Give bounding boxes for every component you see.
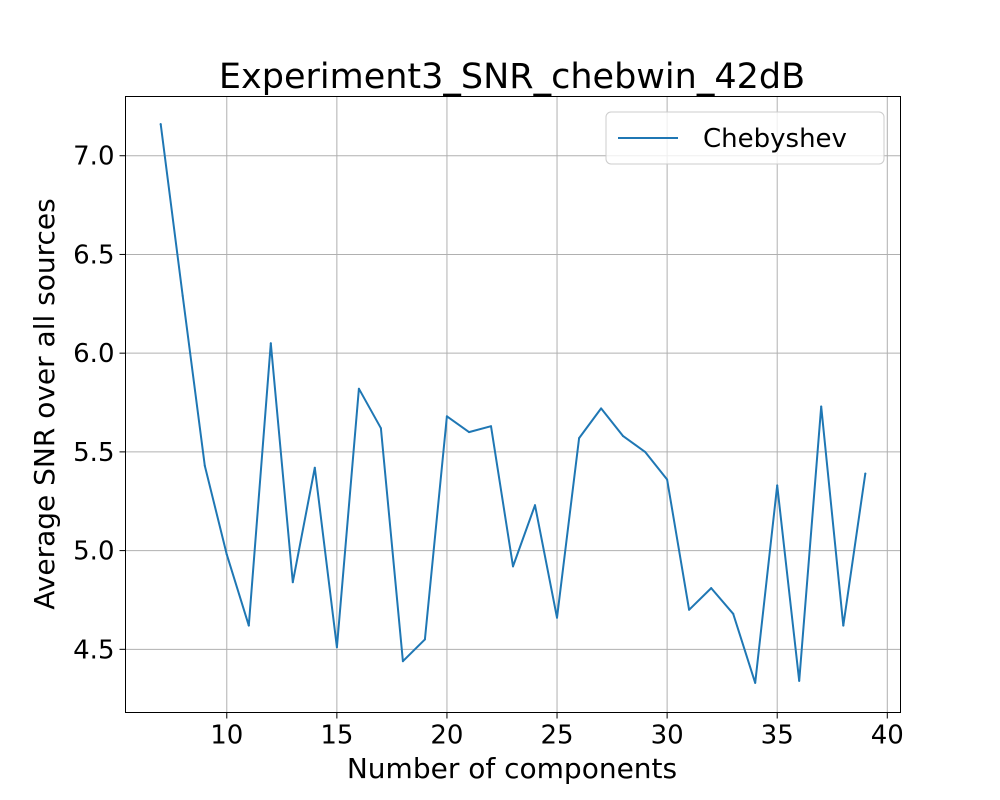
grid-lines [125, 96, 901, 713]
data-point [864, 472, 867, 475]
data-point [357, 387, 360, 390]
plot-frame [125, 96, 901, 713]
data-point [490, 425, 492, 428]
x-tick-label: 20 [430, 721, 463, 751]
data-point [203, 464, 206, 467]
data-point [688, 608, 691, 611]
x-tick-label: 30 [651, 721, 684, 751]
legend: Chebyshev [605, 111, 885, 165]
x-axis-label: Number of components [347, 752, 677, 785]
data-point [159, 123, 162, 126]
data-point [622, 435, 625, 438]
chart-title: Experiment3_SNR_chebwin_42dB [219, 57, 805, 97]
data-point [776, 484, 779, 487]
data-point [335, 646, 338, 649]
data-point [710, 587, 713, 590]
data-point [534, 504, 536, 507]
x-tick-label: 10 [210, 721, 243, 751]
y-tick-label: 6.0 [73, 339, 114, 369]
data-point [578, 437, 581, 440]
data-point [445, 415, 448, 418]
data-point [512, 565, 514, 568]
data-point [401, 660, 404, 663]
data-point [291, 581, 294, 584]
data-point [556, 616, 558, 619]
data-point [842, 624, 845, 627]
data-point [644, 450, 647, 453]
y-tick-label: 4.5 [73, 635, 114, 665]
y-tick-label: 5.5 [73, 438, 114, 468]
y-tick-label: 7.0 [73, 142, 114, 172]
data-point [313, 466, 316, 469]
data-point [468, 431, 470, 434]
data-point [379, 427, 382, 430]
series-line-chebyshev [159, 123, 867, 684]
data-point [600, 407, 603, 410]
x-tick-label: 25 [540, 721, 573, 751]
data-point [666, 478, 669, 481]
data-point [798, 679, 801, 682]
series-layer [159, 123, 867, 684]
y-axis: 4.5 5.0 5.5 6.0 6.5 7.0 [73, 142, 126, 665]
y-axis-label: Average SNR over all sources [28, 198, 61, 609]
data-point [820, 405, 823, 408]
y-tick-label: 6.5 [73, 240, 114, 270]
legend-box [605, 111, 885, 165]
data-point [225, 553, 228, 556]
data-point [247, 624, 250, 627]
data-point [423, 638, 426, 641]
legend-label: Chebyshev [703, 124, 847, 154]
x-tick-label: 35 [761, 721, 794, 751]
data-point [181, 294, 184, 297]
data-point [269, 342, 272, 345]
data-point [754, 681, 757, 684]
data-point [732, 612, 735, 615]
y-tick-label: 5.0 [73, 537, 114, 567]
x-axis: 10 15 20 25 30 35 40 [210, 712, 904, 751]
x-tick-label: 40 [871, 721, 904, 751]
x-tick-label: 15 [320, 721, 353, 751]
